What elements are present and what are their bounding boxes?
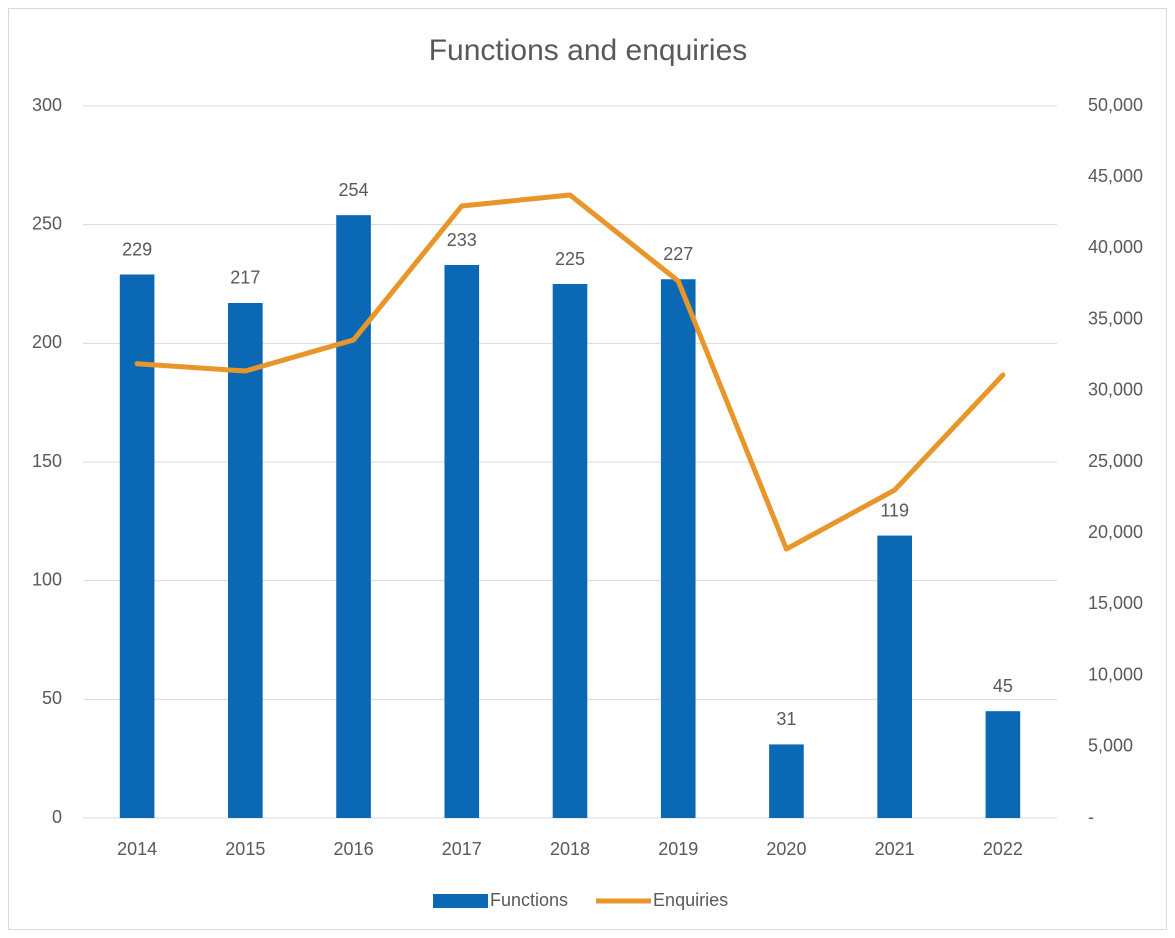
legend-swatch [433,894,488,908]
y2-tick-label: - [1088,807,1094,827]
data-label: 217 [230,268,260,288]
y2-tick-label: 30,000 [1088,380,1143,400]
y-tick-label: 200 [32,332,62,352]
y2-tick-label: 45,000 [1088,166,1143,186]
data-label: 45 [993,676,1013,696]
bar [228,302,263,818]
y2-tick-label: 5,000 [1088,736,1133,756]
y2-tick-label: 35,000 [1088,308,1143,328]
x-tick-label: 2017 [442,839,482,859]
bar [985,711,1021,818]
data-label: 233 [447,230,477,250]
x-tick-label: 2014 [117,839,157,859]
y2-tick-label: 25,000 [1088,451,1143,471]
y-tick-label: 150 [32,451,62,471]
data-label: 31 [776,709,796,729]
data-label: 229 [122,239,152,259]
bar [444,265,480,819]
data-label: 254 [339,180,369,200]
y-tick-label: 100 [32,569,62,589]
y2-tick-label: 15,000 [1088,593,1143,613]
data-label: 119 [880,500,909,520]
y2-tick-label: 40,000 [1088,237,1143,257]
x-tick-label: 2020 [766,839,806,859]
x-tick-label: 2022 [983,839,1023,859]
bar [660,279,696,819]
bar [336,215,371,818]
bar [119,274,155,818]
y-tick-label: 250 [32,213,62,233]
chart-title: Functions and enquiries [429,34,748,67]
bar [769,744,804,818]
y2-tick-label: 50,000 [1088,95,1143,115]
x-tick-label: 2015 [225,839,265,859]
x-tick-label: 2019 [658,839,698,859]
y-tick-label: 0 [52,807,62,827]
bar [877,535,912,818]
x-tick-label: 2016 [334,839,374,859]
line [134,192,1006,552]
x-tick-label: 2018 [550,839,590,859]
legend-label: Enquiries [653,890,728,910]
y-tick-label: 300 [32,95,62,115]
y2-tick-label: 20,000 [1088,522,1143,542]
y-tick-label: 50 [42,688,62,708]
y2-tick-label: 10,000 [1088,664,1143,684]
data-label: 227 [663,244,693,264]
legend-label: Functions [490,890,568,910]
bar [552,284,588,818]
data-label: 225 [555,249,585,269]
x-tick-label: 2021 [875,839,915,859]
chart-border [8,8,1167,930]
